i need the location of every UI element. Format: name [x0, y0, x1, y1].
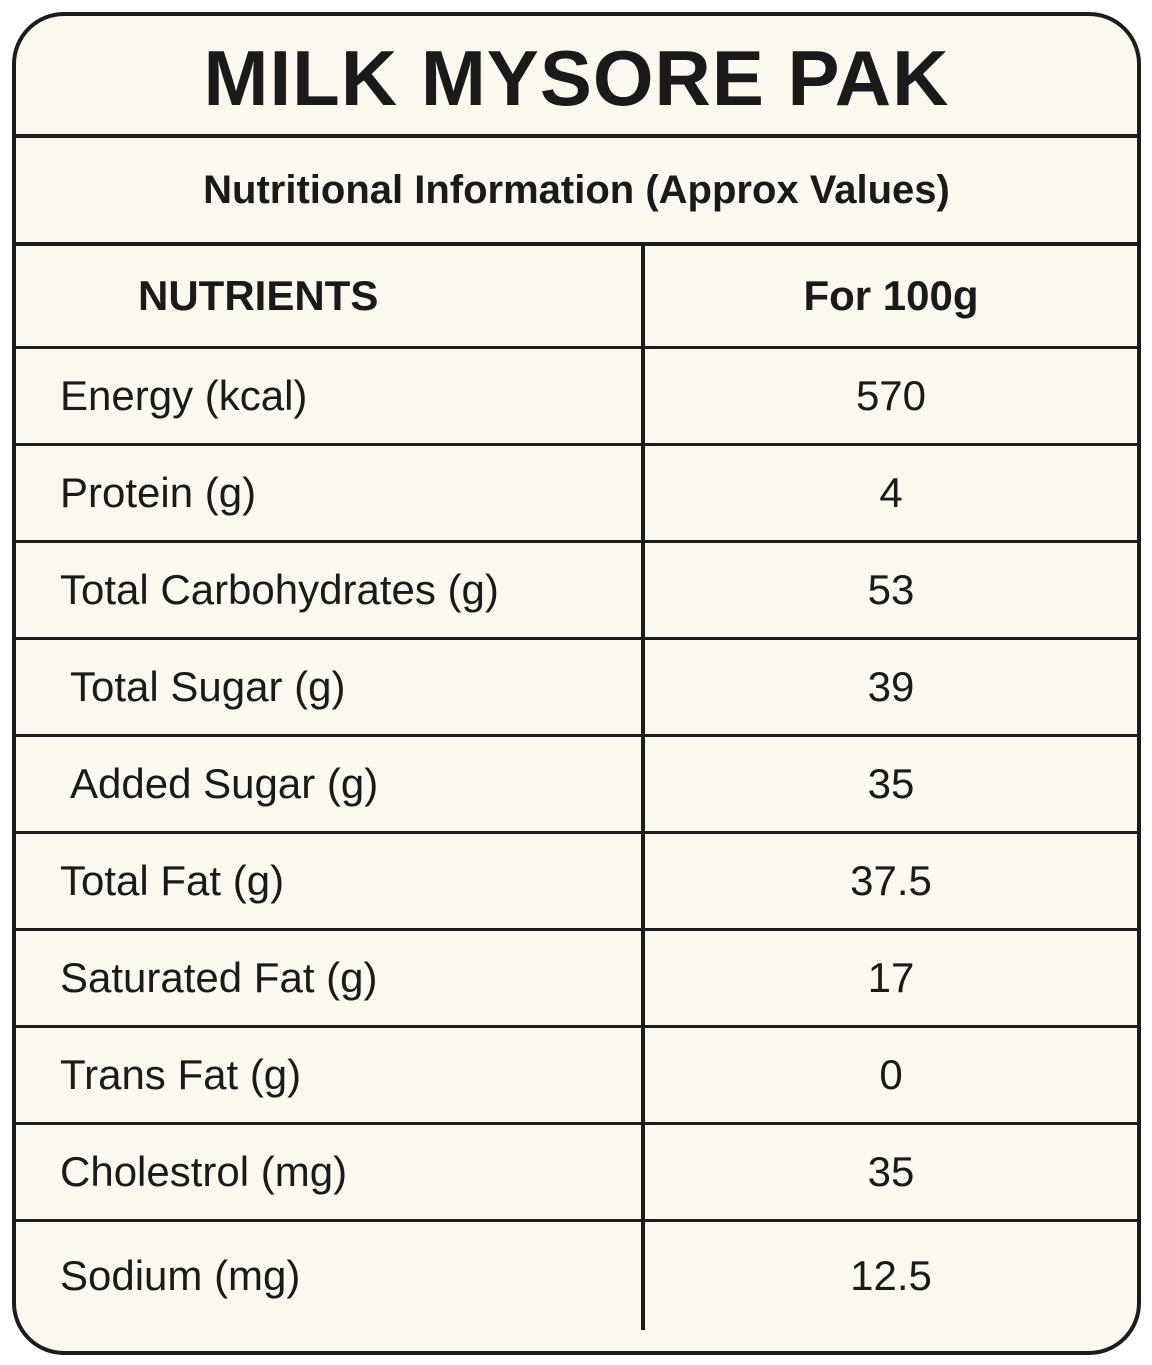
nutrient-name: Total Fat (g) — [16, 832, 645, 931]
nutrient-name: Trans Fat (g) — [16, 1026, 645, 1125]
table-header-row: NUTRIENTS For 100g — [16, 246, 1137, 349]
nutrient-name: Energy (kcal) — [16, 347, 645, 446]
table-row: Sodium (mg) 12.5 — [16, 1220, 1137, 1330]
table-row: Total Fat (g) 37.5 — [16, 832, 1137, 931]
nutrition-label: MILK MYSORE PAK Nutritional Information … — [12, 12, 1141, 1355]
nutrient-name: Total Carbohydrates (g) — [16, 541, 645, 640]
nutrient-value: 35 — [643, 1123, 1137, 1222]
column-header-per-100g: For 100g — [643, 246, 1137, 349]
nutrient-name: Protein (g) — [16, 444, 645, 543]
table-row: Trans Fat (g) 0 — [16, 1026, 1137, 1125]
nutrient-value: 17 — [643, 929, 1137, 1028]
column-header-nutrients: NUTRIENTS — [16, 246, 645, 349]
nutrient-value: 39 — [643, 638, 1137, 737]
table-row: Saturated Fat (g) 17 — [16, 929, 1137, 1028]
nutrient-value: 35 — [643, 735, 1137, 834]
table-row: Total Carbohydrates (g) 53 — [16, 541, 1137, 640]
nutrient-name: Total Sugar (g) — [16, 638, 645, 737]
table-row: Protein (g) 4 — [16, 444, 1137, 543]
table-row: Added Sugar (g) 35 — [16, 735, 1137, 834]
nutrient-value: 0 — [643, 1026, 1137, 1125]
nutrient-value: 570 — [643, 347, 1137, 446]
nutrient-value: 53 — [643, 541, 1137, 640]
product-title: MILK MYSORE PAK — [16, 16, 1137, 138]
table-row: Total Sugar (g) 39 — [16, 638, 1137, 737]
nutrient-value: 4 — [643, 444, 1137, 543]
table-row: Energy (kcal) 570 — [16, 347, 1137, 446]
nutrition-table: NUTRIENTS For 100g Energy (kcal) 570 Pro… — [16, 246, 1137, 1330]
nutrient-name: Sodium (mg) — [16, 1220, 645, 1330]
nutrient-name: Added Sugar (g) — [16, 735, 645, 834]
nutrient-value: 37.5 — [643, 832, 1137, 931]
nutrient-value: 12.5 — [850, 1251, 932, 1299]
nutrition-subtitle: Nutritional Information (Approx Values) — [16, 138, 1137, 246]
table-row: Cholestrol (mg) 35 — [16, 1123, 1137, 1222]
nutrient-name: Cholestrol (mg) — [16, 1123, 645, 1222]
nutrient-name: Saturated Fat (g) — [16, 929, 645, 1028]
